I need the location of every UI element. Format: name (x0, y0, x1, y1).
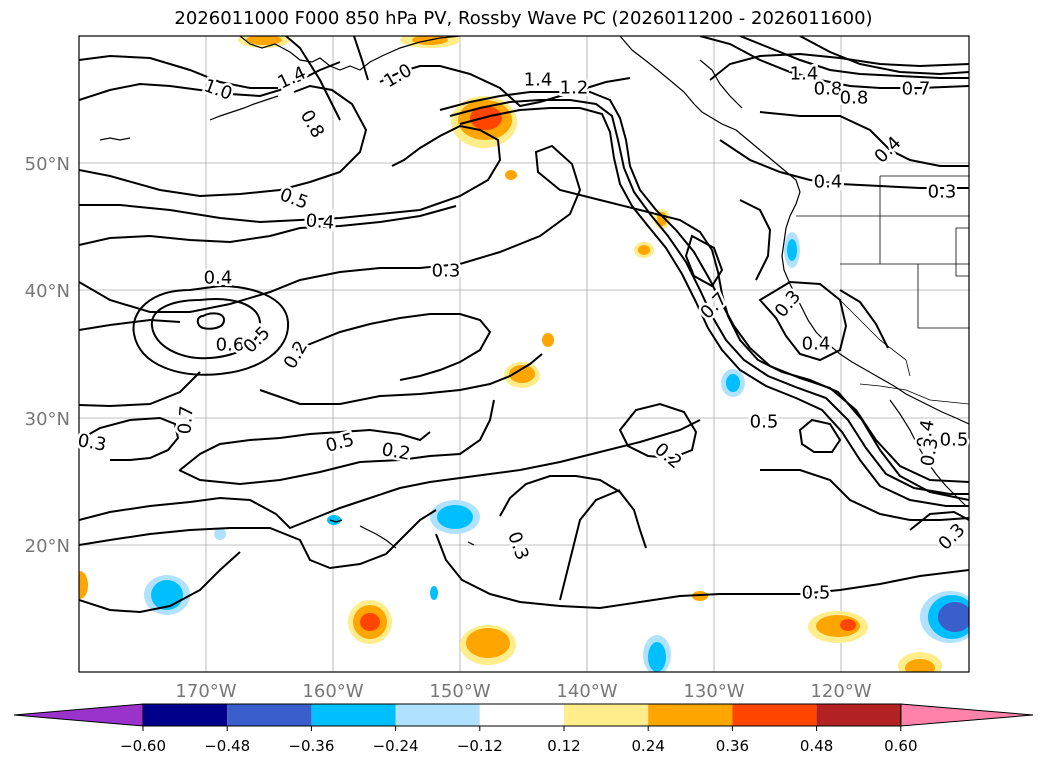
contour-label: 0.4 (802, 334, 831, 355)
lat-label: 50°N (25, 154, 70, 175)
colorbar-tick-label: 0.60 (884, 737, 917, 755)
positive-anomaly (542, 333, 554, 347)
colorbar-segment (732, 704, 817, 726)
rossby-wave-pc-shading (79, 36, 969, 672)
contour-label: 0.3 (432, 261, 461, 282)
colorbar-segment (311, 704, 396, 726)
political-borders (796, 175, 969, 405)
colorbar-tick-label: 0.36 (716, 737, 749, 755)
colorbar-segment (816, 704, 901, 726)
colorbar-tick-label: −0.48 (204, 737, 250, 755)
negative-anomaly (327, 515, 341, 525)
colorbar-segment (395, 704, 480, 726)
negative-anomaly (430, 586, 438, 600)
contour-label: 0.8 (840, 88, 869, 109)
colorbar (13, 703, 1034, 727)
contour-label: 0.5 (940, 430, 969, 451)
colorbar-extend-min (13, 703, 144, 727)
positive-anomaly (460, 625, 516, 665)
positive-anomaly (79, 571, 88, 599)
negative-anomaly (430, 500, 480, 534)
contour-label: 0.5 (802, 583, 831, 604)
negative-anomaly (214, 528, 226, 540)
contour-label: 1.4 (524, 70, 553, 91)
negative-anomaly (643, 635, 671, 672)
lon-label: 120°W (810, 681, 871, 702)
contour-label: 0.6 (216, 335, 245, 356)
positive-anomaly (348, 600, 392, 644)
lon-label: 130°W (683, 681, 744, 702)
colorbar-tick-label: −0.24 (373, 737, 419, 755)
positive-anomaly (505, 170, 517, 180)
contour-label: 0.4 (204, 268, 233, 289)
contour-label: 0.8 (814, 79, 843, 100)
coastlines (99, 36, 969, 549)
lon-label: 150°W (429, 681, 490, 702)
lat-label: 20°N (25, 536, 70, 557)
contour-label: 0.5 (750, 412, 779, 433)
positive-anomaly (504, 362, 540, 388)
negative-anomaly (920, 591, 969, 643)
contour-label: 0.4 (814, 172, 843, 193)
map-title: 2026011000 F000 850 hPa PV, Rossby Wave … (174, 8, 873, 29)
positive-anomaly (808, 611, 868, 643)
map-frame (78, 35, 970, 673)
colorbar-segment (479, 704, 564, 726)
lon-label: 170°W (175, 681, 236, 702)
colorbar-tick-label: −0.12 (457, 737, 503, 755)
colorbar-segment (227, 704, 312, 726)
colorbar-tick-label: 0.24 (631, 737, 664, 755)
latitude-labels: 50°N 40°N 30°N 20°N (25, 154, 70, 557)
colorbar-tick-label: 0.12 (547, 737, 580, 755)
positive-anomaly (634, 242, 654, 258)
pv-contours (79, 36, 969, 614)
positive-anomaly (898, 652, 942, 672)
contour-label: 0.7 (174, 405, 197, 435)
contour-label: 0.3 (928, 182, 957, 203)
lat-label: 40°N (25, 281, 70, 302)
contour-label: 0.7 (902, 79, 931, 100)
lat-label: 30°N (25, 409, 70, 430)
lon-label: 160°W (302, 681, 363, 702)
colorbar-extend-max (900, 703, 1034, 727)
contour-label: 1.4 (790, 64, 819, 85)
contour-label: 0.4 (305, 210, 335, 233)
colorbar-outline (142, 703, 902, 727)
colorbar-tick-label: 0.48 (800, 737, 833, 755)
colorbar-tick-label: −0.60 (120, 737, 166, 755)
contour-label: 0.3 (917, 436, 943, 468)
colorbar-tick-label: −0.36 (288, 737, 334, 755)
colorbar-segment (648, 704, 733, 726)
contour-label: 1.2 (560, 78, 589, 99)
map-area[interactable] (79, 36, 969, 672)
colorbar-segment (564, 704, 649, 726)
longitude-labels: 170°W 160°W 150°W 140°W 130°W 120°W (175, 681, 871, 702)
lon-label: 140°W (556, 681, 617, 702)
colorbar-segment (143, 704, 228, 726)
positive-anomaly (654, 209, 670, 229)
colorbar-ticks: −0.60 −0.48 −0.36 −0.24 −0.12 0.12 0.24 0.36 0.4… (120, 726, 918, 755)
negative-anomaly (721, 369, 745, 397)
negative-anomaly (784, 232, 800, 268)
